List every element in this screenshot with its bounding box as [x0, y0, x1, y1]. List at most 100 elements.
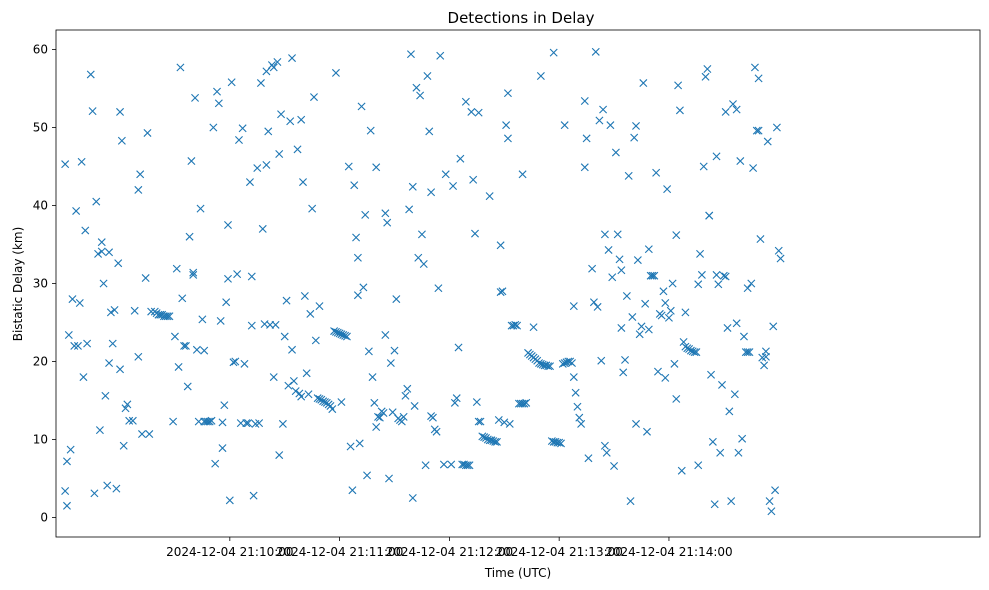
data-point	[304, 390, 313, 399]
data-points	[61, 47, 785, 516]
data-point	[191, 93, 200, 102]
data-point	[81, 226, 90, 235]
data-point	[385, 474, 393, 483]
data-point	[606, 121, 615, 130]
data-point	[134, 352, 143, 361]
data-point	[264, 127, 273, 136]
plot-frame	[55, 29, 981, 538]
data-point	[370, 398, 379, 407]
data-point	[95, 426, 104, 435]
data-point	[198, 315, 207, 324]
data-point	[293, 145, 302, 154]
data-point	[672, 394, 681, 403]
data-point	[675, 106, 684, 115]
data-point	[491, 437, 500, 446]
data-point	[253, 164, 262, 173]
data-point	[97, 247, 106, 256]
data-point	[449, 182, 458, 190]
data-point	[648, 271, 657, 280]
data-point	[456, 154, 465, 163]
x-tick-label: 2024-12-04 21:10:00	[166, 545, 293, 559]
data-point	[147, 307, 156, 316]
data-point	[70, 341, 79, 350]
data-point	[110, 306, 119, 315]
data-point	[749, 164, 758, 173]
data-point	[286, 117, 295, 126]
data-point	[353, 291, 362, 300]
data-point	[694, 280, 703, 289]
data-point	[496, 288, 505, 297]
data-point	[560, 121, 569, 130]
x-tick-label: 2024-12-04 21:11:00	[276, 545, 403, 559]
data-point	[138, 430, 146, 439]
data-point	[732, 319, 741, 328]
data-point	[577, 419, 586, 428]
data-point	[141, 274, 150, 283]
data-point	[143, 128, 152, 137]
data-point	[476, 417, 485, 426]
data-point	[368, 373, 377, 382]
data-point	[500, 418, 509, 427]
data-point	[471, 229, 479, 238]
data-point	[659, 287, 668, 296]
data-point	[341, 331, 350, 340]
data-point	[549, 48, 558, 57]
data-point	[536, 72, 545, 81]
data-point	[425, 127, 434, 136]
data-point	[529, 323, 538, 332]
data-point	[643, 427, 651, 436]
data-point	[280, 332, 289, 341]
data-point	[244, 419, 253, 428]
data-point	[467, 107, 476, 116]
data-point	[105, 359, 114, 368]
data-point	[619, 368, 628, 377]
data-point	[701, 72, 710, 81]
data-point	[569, 302, 578, 311]
data-point	[555, 438, 564, 447]
data-point	[352, 233, 361, 242]
data-point	[262, 160, 271, 169]
data-point	[725, 407, 734, 416]
data-point	[288, 54, 297, 63]
data-point	[617, 266, 626, 275]
data-point	[756, 235, 765, 244]
data-point	[439, 460, 448, 469]
y-axis-label: Bistatic Delay (km)	[11, 227, 25, 342]
data-point	[172, 264, 181, 273]
data-point	[130, 306, 139, 315]
data-point	[66, 445, 75, 454]
data-point	[381, 330, 390, 339]
data-point	[103, 481, 112, 490]
data-point	[557, 439, 565, 448]
data-point	[621, 355, 630, 364]
data-point	[386, 359, 395, 368]
data-point	[315, 302, 324, 311]
data-point	[247, 321, 256, 330]
data-point	[255, 419, 264, 428]
data-point	[315, 394, 324, 403]
data-point	[403, 384, 412, 393]
data-point	[754, 74, 763, 83]
data-point	[224, 221, 232, 229]
data-point	[461, 461, 470, 470]
data-point	[83, 339, 92, 348]
data-point	[234, 135, 243, 144]
data-point	[496, 241, 505, 250]
data-point	[421, 461, 430, 470]
data-point	[169, 417, 178, 426]
y-tick-label: 60	[33, 43, 48, 57]
data-point	[136, 170, 145, 179]
data-point	[741, 348, 750, 357]
data-point	[62, 501, 71, 510]
data-point	[344, 162, 353, 171]
data-point	[624, 171, 633, 180]
data-point	[406, 50, 415, 59]
data-point	[694, 461, 703, 470]
data-point	[399, 412, 408, 421]
data-point	[408, 494, 417, 502]
data-point	[703, 65, 712, 73]
data-point	[657, 311, 666, 320]
data-point	[423, 72, 432, 81]
data-point	[273, 57, 282, 66]
data-point	[697, 270, 706, 279]
